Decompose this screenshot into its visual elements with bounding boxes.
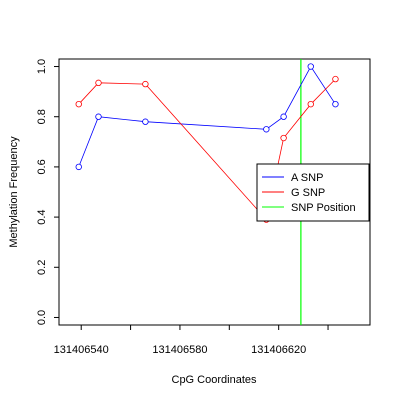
g-snp-point [142, 80, 149, 88]
y-axis: 0.0 0.2 0.4 0.6 0.8 1.0 [36, 59, 59, 325]
x-tick-label: 131406540 [54, 344, 109, 356]
a-snp-point [332, 100, 339, 108]
a-snp-point [307, 63, 314, 70]
x-tick-label: 131406580 [152, 344, 207, 356]
legend: A SNP G SNP SNP Position [256, 163, 370, 222]
y-tick-label: 0.2 [36, 260, 48, 275]
plot-frame [58, 58, 371, 326]
a-snp-point [75, 163, 82, 171]
x-axis: 131406540 131406580 131406620 [54, 325, 329, 356]
y-tick-label: 0.0 [36, 310, 48, 325]
y-tick-label: 0.8 [36, 109, 48, 124]
y-tick-label: 0.4 [36, 209, 48, 224]
legend-label: G SNP [291, 187, 325, 199]
g-snp-point [95, 79, 102, 87]
g-snp-point [307, 100, 314, 108]
x-tick-label: 131406620 [251, 344, 306, 356]
a-snp-point [95, 113, 102, 120]
a-snp-point [280, 113, 287, 120]
x-axis-label: CpG Coordinates [172, 374, 257, 386]
y-axis-label: Methylation Frequency [8, 136, 20, 248]
g-snp-point [332, 75, 339, 83]
legend-label: A SNP [291, 172, 323, 184]
a-snp-series-line [78, 65, 336, 168]
a-snp-point [142, 118, 149, 125]
a-snp-point [263, 126, 270, 133]
y-tick-label: 1.0 [36, 59, 48, 74]
g-snp-point [280, 134, 287, 142]
y-tick-label: 0.6 [36, 159, 48, 174]
g-snp-point [75, 100, 82, 108]
legend-label: SNP Position [291, 202, 356, 214]
